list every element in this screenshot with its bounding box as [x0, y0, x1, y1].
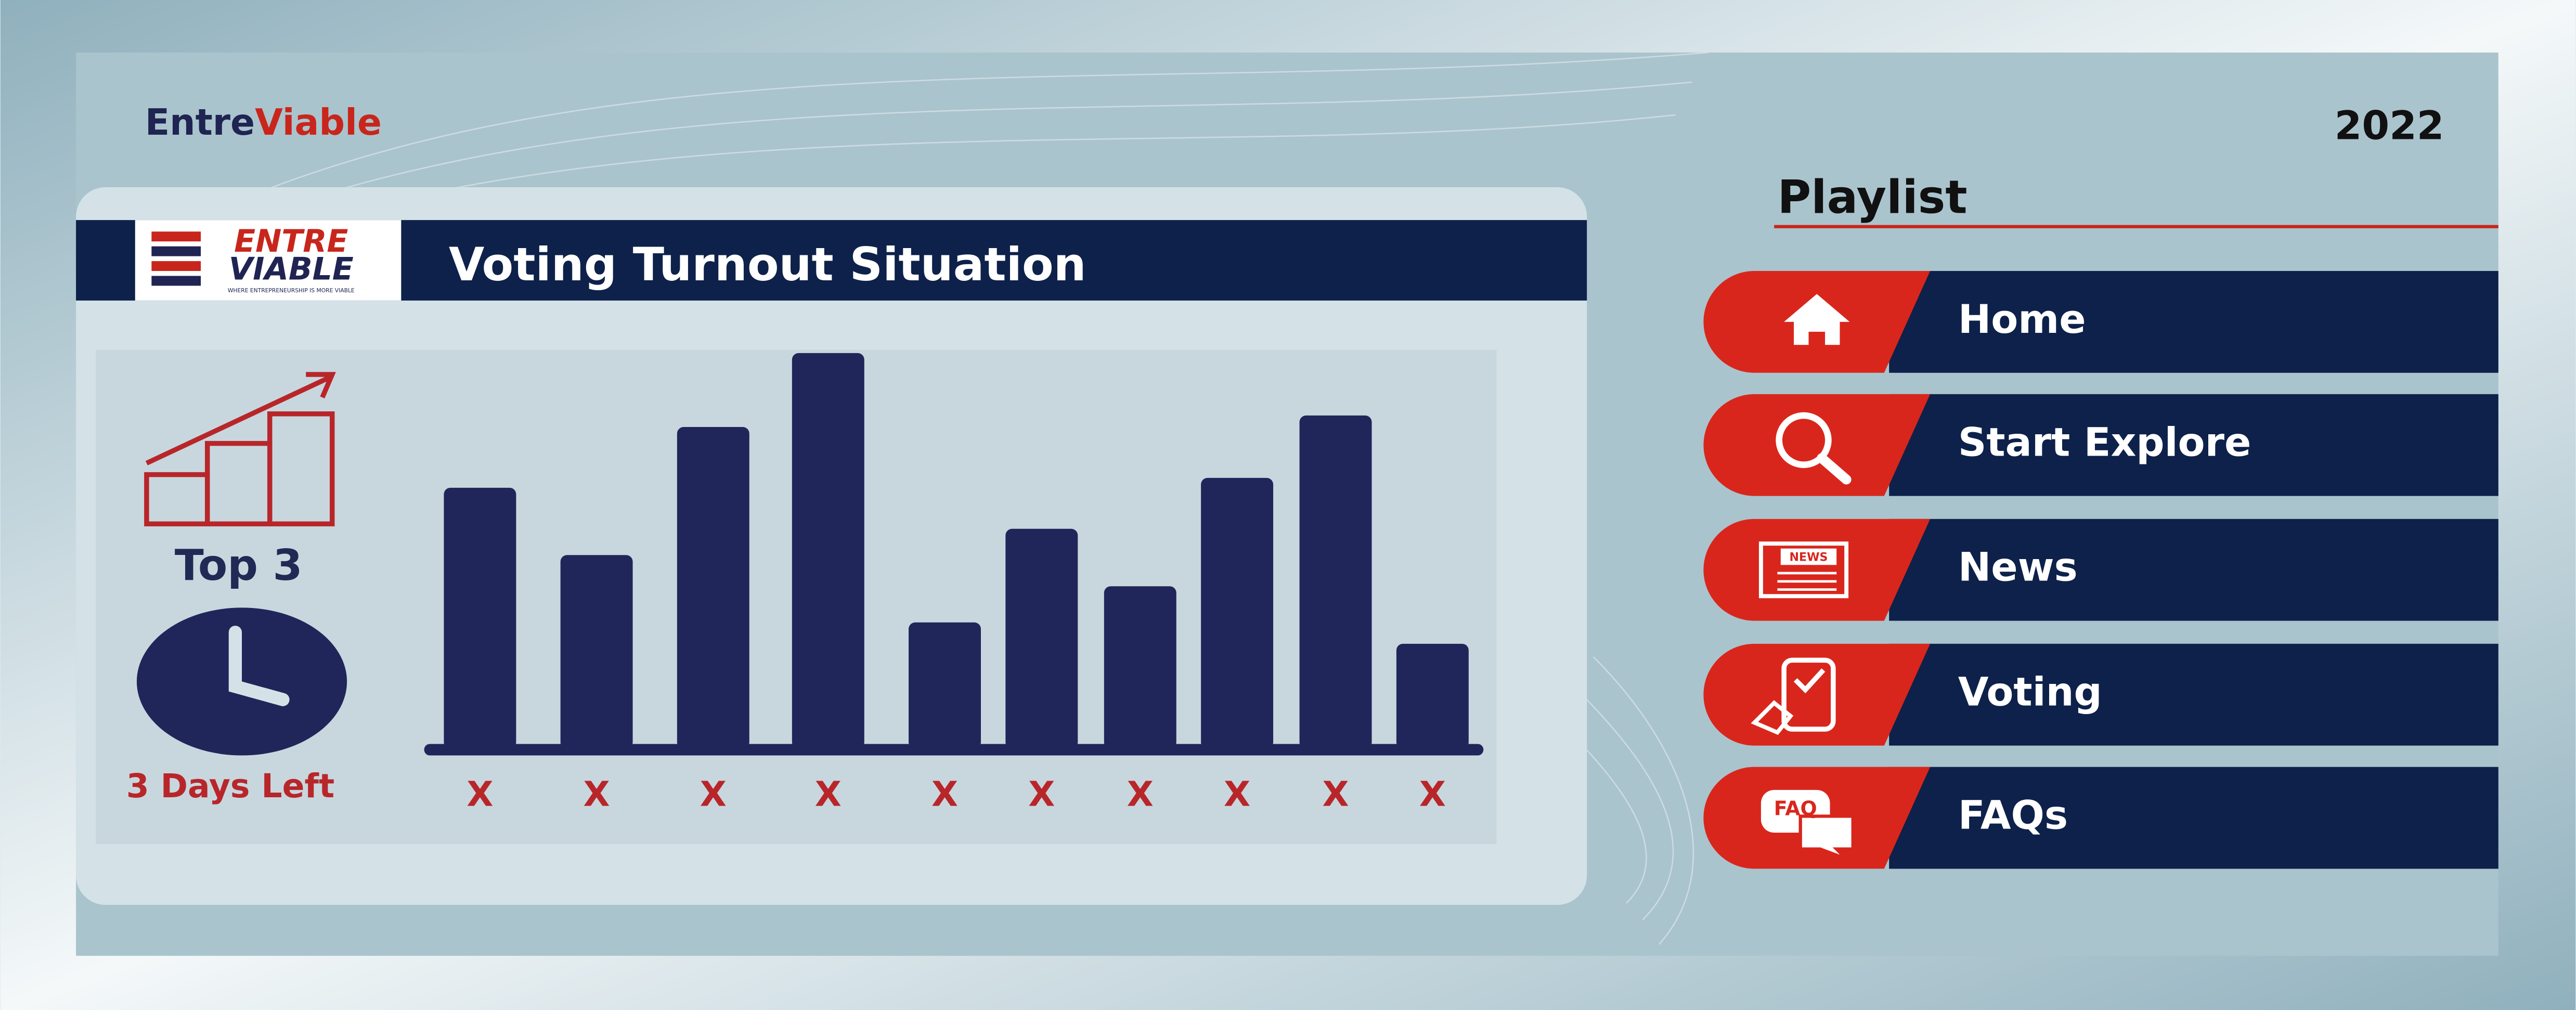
bar: [1299, 415, 1372, 749]
baseline: [424, 744, 1484, 756]
search-handle: [1817, 453, 1852, 485]
menu-item[interactable]: Start Explore: [1703, 394, 2499, 496]
x-tick-label: X: [1323, 774, 1349, 814]
clock-icon: [136, 607, 347, 756]
card-title: Voting Turnout Situation: [449, 238, 1086, 291]
menu-label[interactable]: Start Explore: [1958, 420, 2251, 465]
faq-icon-text: FAQ: [1774, 797, 1817, 820]
menu-item[interactable]: NEWS News: [1703, 519, 2499, 621]
news-icon-text: NEWS: [1790, 551, 1828, 564]
logo-stripe: [151, 231, 201, 242]
bar: [1396, 643, 1469, 749]
logo: ENTRE VIABLE WHERE ENTREPRENEURSHIP IS M…: [151, 223, 355, 294]
menu-label[interactable]: News: [1958, 545, 2078, 590]
home-icon: [1784, 294, 1850, 345]
menu-bar: [1889, 767, 2499, 869]
menu-bar: [1889, 643, 2499, 746]
logo-stripe: [151, 261, 201, 271]
menu-bar: [1889, 271, 2499, 373]
bar: [677, 427, 749, 749]
logo-top: ENTRE: [234, 223, 348, 260]
menu-label[interactable]: Home: [1958, 296, 2086, 342]
menu-bar: [1889, 394, 2499, 496]
bar: [560, 555, 633, 749]
menu-item[interactable]: Voting: [1703, 643, 2499, 746]
menu-item[interactable]: Home: [1703, 271, 2499, 373]
news-badge: [1780, 548, 1837, 565]
playlist-menu: Home Start Explore NEWS News Voting FAQ FAQs: [1703, 271, 2499, 869]
x-tick-label: X: [931, 774, 958, 814]
faq-bubble: [1798, 814, 1855, 861]
logo-stripe: [151, 246, 201, 256]
menu-tab: [1703, 394, 1931, 496]
voting-icon: [1781, 657, 1836, 732]
x-tick-label: X: [1028, 774, 1055, 814]
menu-item[interactable]: FAQ FAQs: [1703, 767, 2499, 869]
bar: [909, 622, 981, 749]
voting-hand: [1751, 700, 1794, 735]
bar: [1104, 586, 1176, 749]
countdown: 3 Days Left: [126, 767, 334, 805]
x-tick-label: X: [584, 774, 610, 814]
menu-label[interactable]: FAQs: [1958, 793, 2068, 838]
x-tick-label: X: [1224, 774, 1250, 814]
x-tick-label: X: [815, 774, 842, 814]
brand-part: Entre: [145, 102, 255, 144]
menu-bar: [1889, 519, 2499, 621]
playlist-title: Playlist: [1778, 171, 1967, 224]
x-tick-label: X: [467, 774, 493, 814]
x-tick-label: X: [1127, 774, 1154, 814]
bar: [1005, 528, 1078, 749]
logo-stripe: [151, 276, 201, 286]
x-tick-label: X: [1419, 774, 1446, 814]
bar: [444, 487, 516, 749]
logo-tagline: WHERE ENTREPRENEURSHIP IS MORE VIABLE: [228, 287, 355, 294]
logo-bottom: VIABLE: [229, 251, 354, 288]
search-icon: [1776, 412, 1832, 468]
voting-check: [1793, 668, 1826, 694]
x-tick-label: X: [700, 774, 727, 814]
menu-tab: [1703, 643, 1931, 746]
menu-label[interactable]: Voting: [1958, 669, 2102, 715]
news-icon: [1758, 541, 1849, 599]
brand: EntreViable: [145, 102, 382, 144]
brand-part: Viable: [255, 102, 382, 144]
year: 2022: [2335, 102, 2444, 148]
stat-label: Top 3: [175, 541, 303, 590]
growth-icon: [144, 372, 336, 527]
bar: [792, 353, 864, 749]
bar: [1201, 477, 1274, 749]
